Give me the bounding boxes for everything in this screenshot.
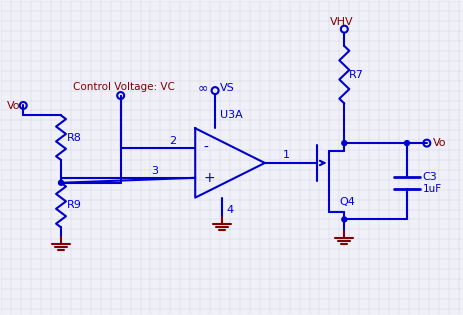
Text: R9: R9 (67, 200, 82, 210)
Circle shape (342, 141, 347, 146)
Text: Q4: Q4 (339, 197, 355, 207)
Text: VHV: VHV (331, 17, 354, 27)
Text: C3: C3 (423, 172, 438, 182)
Text: 3: 3 (151, 166, 158, 176)
Text: R8: R8 (67, 133, 82, 143)
Text: 1uF: 1uF (423, 184, 442, 194)
Text: -: - (203, 141, 208, 155)
Circle shape (342, 217, 347, 222)
Text: 1: 1 (283, 150, 290, 160)
Circle shape (58, 180, 63, 185)
Text: Control Voltage: VC: Control Voltage: VC (73, 82, 175, 92)
Text: Vo: Vo (433, 138, 446, 148)
Text: Vo: Vo (7, 101, 21, 112)
Text: VS: VS (220, 83, 235, 93)
Text: 4: 4 (226, 204, 233, 215)
Text: U3A: U3A (220, 110, 243, 120)
Text: 2: 2 (169, 136, 176, 146)
Circle shape (405, 141, 409, 146)
Text: ∞: ∞ (197, 81, 207, 94)
Text: +: + (203, 171, 215, 185)
Text: R7: R7 (349, 70, 364, 80)
